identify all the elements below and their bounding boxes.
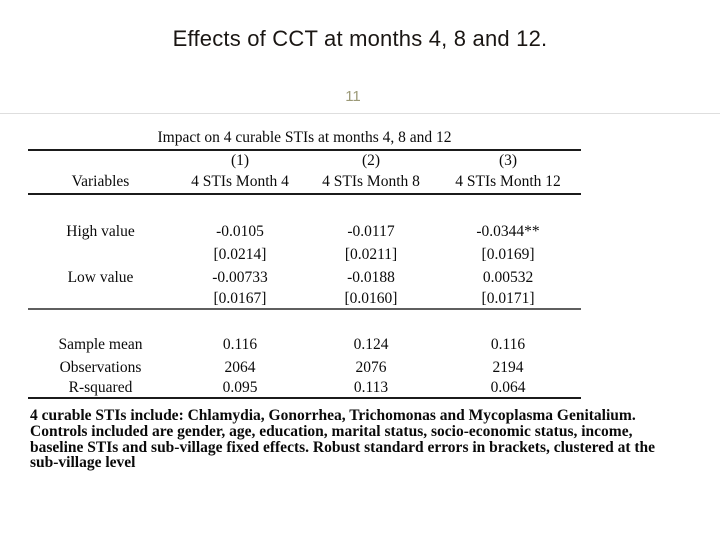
- table-cell: -0.0105: [216, 222, 264, 240]
- column-number-3: (3): [498, 151, 518, 169]
- table-row-low-value-se: [0.0167] [0.0160] [0.0171]: [28, 289, 582, 310]
- footnote-line: Controls included are gender, age, educa…: [30, 422, 633, 440]
- column-number-row: (1) (2) (3): [28, 150, 581, 170]
- spacer-row: [28, 194, 581, 220]
- table-cell: 0.124: [353, 335, 389, 353]
- column-header-month4: 4 STIs Month 4: [173, 170, 307, 195]
- row-label: Low value: [67, 268, 134, 286]
- row-label: [28, 289, 173, 310]
- table-caption: Impact on 4 curable STIs at months 4, 8 …: [28, 126, 582, 151]
- page-number: 11: [345, 88, 361, 105]
- spacer-row: [28, 309, 581, 333]
- page-title: Effects of CCT at months 4, 8 and 12.: [172, 26, 548, 51]
- table-cell: [0.0169]: [481, 245, 535, 263]
- table-row-observations: Observations 2064 2076 2194: [28, 356, 581, 379]
- table-cell: [0.0160]: [307, 289, 435, 310]
- table-cell: [28, 150, 173, 170]
- row-label: High value: [66, 222, 135, 240]
- results-table: Impact on 4 curable STIs at months 4, 8 …: [28, 126, 582, 399]
- column-number-2: (2): [361, 151, 381, 169]
- footnote-line: sub-village level: [30, 454, 136, 472]
- table-cell: 0.095: [173, 379, 307, 399]
- table-row-sample-mean: Sample mean 0.116 0.124 0.116: [28, 333, 581, 356]
- column-header-row: Variables 4 STIs Month 4 4 STIs Month 8 …: [28, 170, 582, 195]
- footnote-line: baseline STIs and sub-village fixed effe…: [30, 438, 656, 456]
- table-cell: 0.064: [435, 379, 582, 399]
- table-cell: 2064: [224, 358, 256, 376]
- column-number-1: (1): [230, 151, 250, 169]
- table-cell: [0.0214]: [213, 245, 267, 263]
- table-row-high-value: High value -0.0105 -0.0117 -0.0344**: [28, 220, 581, 243]
- row-label: R-squared: [28, 379, 173, 399]
- column-header-month12: 4 STIs Month 12: [435, 170, 582, 195]
- table-cell: -0.0117: [347, 222, 395, 240]
- row-label: Sample mean: [58, 335, 143, 353]
- table-cell: 0.116: [222, 335, 258, 353]
- table-cell: 0.113: [307, 379, 435, 399]
- table-cell: 0.116: [490, 335, 526, 353]
- table-cell: -0.00733: [212, 268, 268, 286]
- table-footnote: 4 curable STIs include: Chlamydia, Gonor…: [30, 408, 670, 471]
- scanned-image-top-edge: [0, 113, 720, 114]
- table-caption-row: Impact on 4 curable STIs at months 4, 8 …: [28, 126, 582, 151]
- table-cell: 2076: [355, 358, 387, 376]
- table-cell: [0.0171]: [435, 289, 582, 310]
- column-header-variables: Variables: [28, 170, 173, 195]
- table-row-high-value-se: [0.0214] [0.0211] [0.0169]: [28, 243, 581, 266]
- table-cell: -0.0344**: [476, 222, 540, 240]
- row-label: [28, 243, 173, 266]
- row-label: Observations: [59, 358, 142, 376]
- table-cell: [0.0211]: [344, 245, 398, 263]
- column-header-month8: 4 STIs Month 8: [307, 170, 435, 195]
- table-cell: 0.00532: [482, 268, 534, 286]
- footnote-line: 4 curable STIs include: Chlamydia, Gonor…: [30, 407, 636, 424]
- table-row-r-squared: R-squared 0.095 0.113 0.064: [28, 379, 582, 399]
- table-row-low-value: Low value -0.00733 -0.0188 0.00532: [28, 266, 581, 289]
- table-cell: -0.0188: [347, 268, 395, 286]
- table-cell: [0.0167]: [173, 289, 307, 310]
- table-cell: 2194: [492, 358, 524, 376]
